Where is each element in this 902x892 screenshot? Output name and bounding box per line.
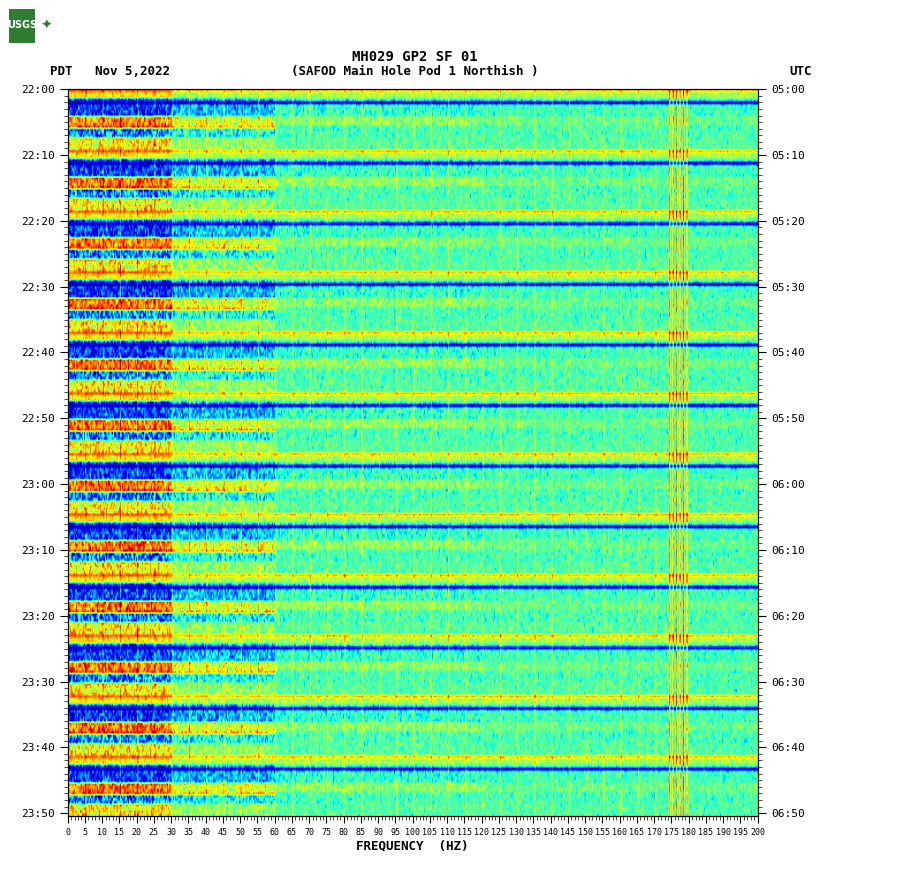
Text: USGS: USGS <box>7 21 37 30</box>
Text: (SAFOD Main Hole Pod 1 Northish ): (SAFOD Main Hole Pod 1 Northish ) <box>291 65 538 78</box>
Text: MH029 GP2 SF 01: MH029 GP2 SF 01 <box>352 50 478 64</box>
X-axis label: FREQUENCY  (HZ): FREQUENCY (HZ) <box>356 839 469 853</box>
Bar <box>9 9 35 43</box>
Text: UTC: UTC <box>789 65 812 78</box>
Text: PDT   Nov 5,2022: PDT Nov 5,2022 <box>50 65 170 78</box>
Text: ✦: ✦ <box>41 18 52 32</box>
